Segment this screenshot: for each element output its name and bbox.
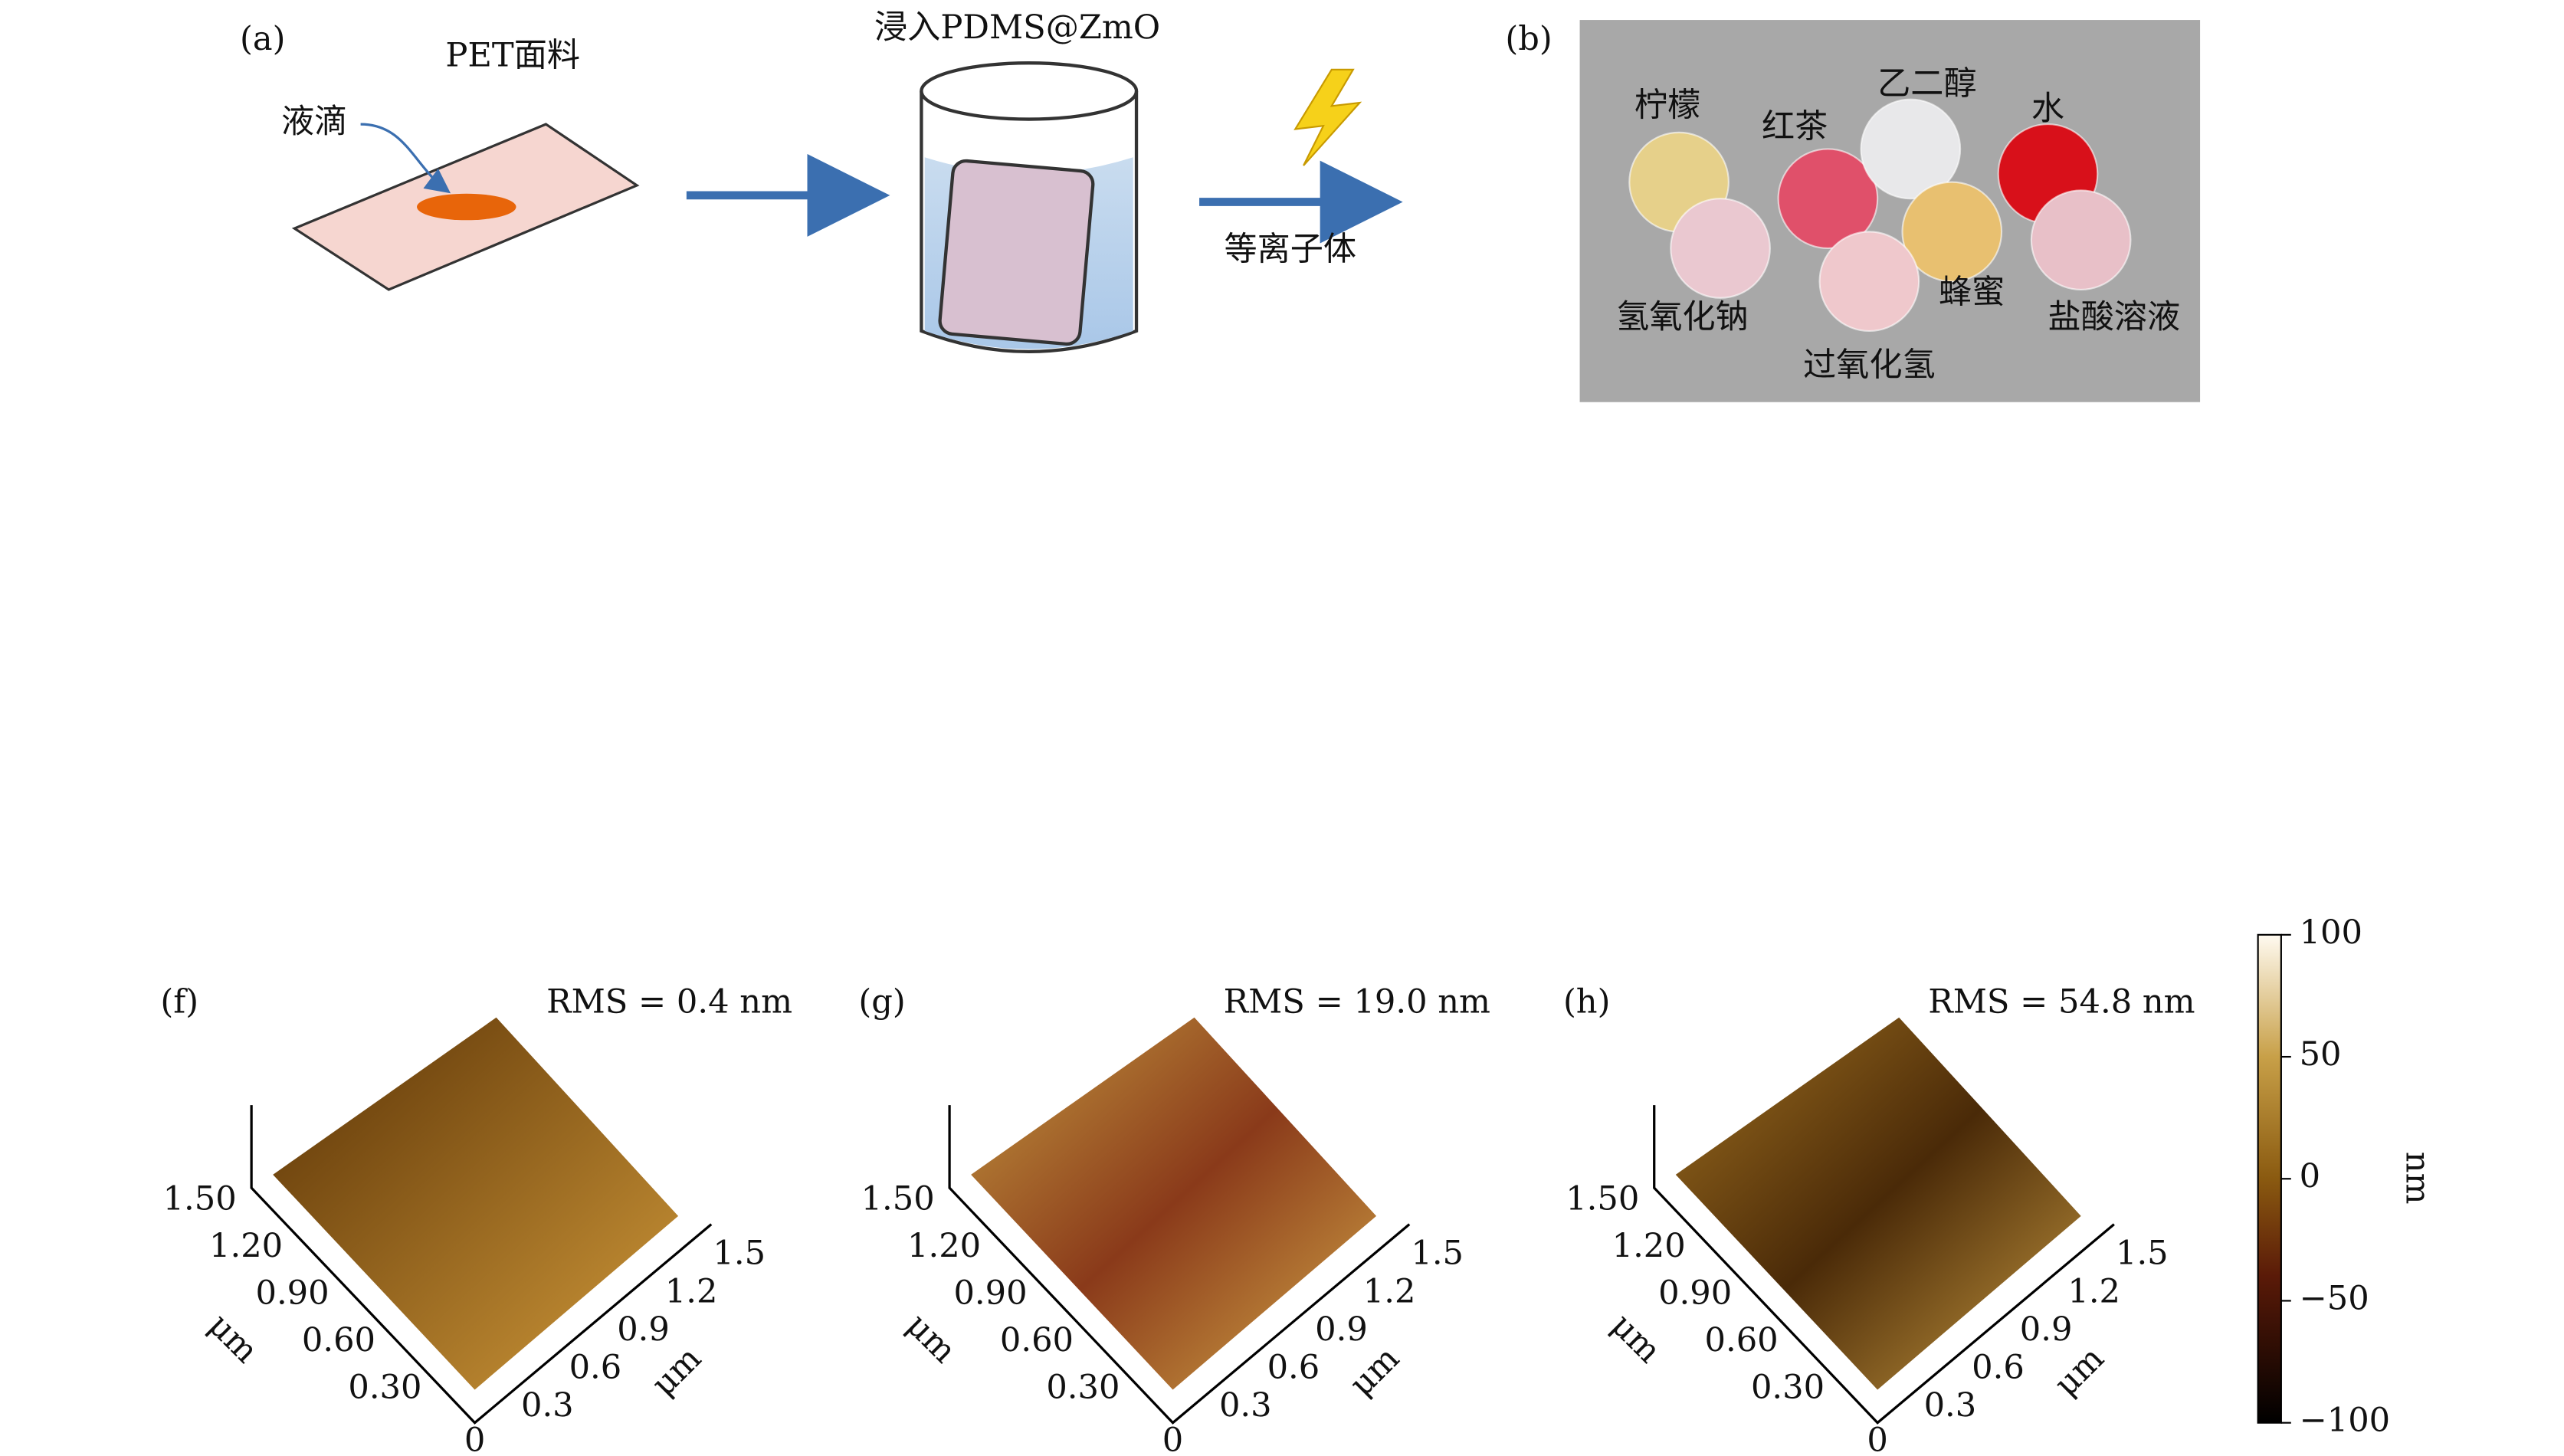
colorbar-tick-label: 0 — [2300, 1157, 2320, 1195]
x-tick-label: 1.2 — [665, 1272, 718, 1310]
y-unit: μm — [899, 1307, 963, 1371]
immersion-label: 浸入PDMS@ZmO — [874, 8, 1160, 47]
x-tick-label: 1.5 — [713, 1235, 766, 1273]
x-tick-label: 1.2 — [1363, 1272, 1416, 1310]
x-tick-label: 0.3 — [521, 1386, 574, 1425]
panel-label: (g) — [858, 983, 905, 1021]
y-tick-label: 0.90 — [255, 1274, 329, 1312]
x-tick-label: 0.9 — [2020, 1310, 2073, 1349]
panel-label: (a) — [240, 20, 285, 58]
fabric-label: PET面料 — [445, 37, 580, 75]
y-tick-label: 0.90 — [953, 1274, 1027, 1312]
panel-label: (h) — [1563, 983, 1610, 1021]
surface — [1675, 1017, 2081, 1390]
liquid-label: 柠檬 — [1634, 86, 1700, 124]
colorbar-tick-label: −50 — [2300, 1279, 2369, 1317]
liquid-label: 氢氧化钠 — [1616, 298, 1749, 336]
y-tick-label: 1.50 — [861, 1179, 935, 1218]
y-tick-label: 1.20 — [907, 1227, 981, 1265]
lightning — [1293, 68, 1362, 166]
droplet — [1818, 231, 1920, 332]
plasma-label: 等离子体 — [1224, 230, 1356, 268]
y-tick-label: 1.50 — [163, 1179, 237, 1218]
x-tick-label: 0.6 — [569, 1349, 622, 1387]
axis — [250, 1105, 713, 1425]
y-tick-label: 0.60 — [302, 1321, 375, 1359]
rms-label: RMS = 54.8 nm — [1928, 983, 2195, 1021]
y-tick-label: 0.30 — [348, 1368, 421, 1406]
fabric-sample — [938, 159, 1095, 346]
x-tick-label: 0.6 — [1267, 1349, 1320, 1387]
y-tick-label: 1.20 — [1612, 1227, 1686, 1265]
surface — [971, 1017, 1377, 1390]
x-tick-label: 1.2 — [2067, 1272, 2120, 1310]
droplet — [1901, 181, 2003, 283]
liquid-label: 水 — [2031, 90, 2064, 128]
liquid-label: 蜂蜜 — [1939, 273, 2005, 311]
origin-label: 0 — [1867, 1422, 1887, 1456]
liquid-label: 乙二醇 — [1877, 64, 1976, 103]
y-tick-label: 0.30 — [1046, 1368, 1120, 1406]
y-tick-label: 1.50 — [1566, 1179, 1639, 1218]
y-unit: μm — [1604, 1307, 1668, 1371]
x-tick-label: 0.3 — [1924, 1386, 1977, 1425]
droplet — [1860, 98, 1962, 200]
colorbar-tick-label: 50 — [2300, 1035, 2342, 1074]
x-unit: μm — [644, 1340, 709, 1404]
panel-label: (f) — [160, 983, 198, 1021]
rms-label: RMS = 0.4 nm — [546, 983, 792, 1021]
colorbar-unit: nm — [2398, 1152, 2437, 1205]
beaker-rim — [920, 61, 1139, 121]
x-tick-label: 0.9 — [1315, 1310, 1368, 1349]
origin-label: 0 — [464, 1422, 485, 1456]
droplet — [2030, 189, 2132, 291]
y-unit: μm — [201, 1307, 265, 1371]
x-tick-label: 1.5 — [1411, 1235, 1464, 1273]
x-unit: μm — [1343, 1340, 1407, 1404]
liquid-label: 盐酸溶液 — [2048, 298, 2181, 336]
axis — [948, 1105, 1411, 1425]
droplet — [1777, 148, 1879, 250]
y-tick-label: 0.60 — [1705, 1321, 1779, 1359]
origin-label: 0 — [1162, 1422, 1183, 1456]
x-tick-label: 1.5 — [2116, 1235, 2169, 1273]
liquid-label: 过氧化氢 — [1803, 346, 1936, 384]
liquid-label: 红茶 — [1762, 108, 1828, 146]
y-tick-label: 1.20 — [209, 1227, 283, 1265]
colorbar — [2257, 933, 2282, 1424]
pointer — [360, 123, 451, 194]
droplet — [1670, 198, 1771, 299]
x-tick-label: 0.6 — [1972, 1349, 2025, 1387]
x-tick-label: 0.9 — [617, 1310, 670, 1349]
axis — [1653, 1105, 2115, 1425]
rms-label: RMS = 19.0 nm — [1224, 983, 1490, 1021]
y-tick-label: 0.30 — [1751, 1368, 1825, 1406]
droplet — [416, 193, 516, 221]
y-tick-label: 0.60 — [1000, 1321, 1074, 1359]
y-tick-label: 0.90 — [1658, 1274, 1732, 1312]
colorbar-tick-label: −100 — [2300, 1402, 2391, 1440]
surface — [273, 1017, 679, 1390]
droplet-label: 液滴 — [281, 103, 347, 141]
x-unit: μm — [2047, 1340, 2111, 1404]
panel-label: (b) — [1505, 20, 1552, 58]
colorbar-tick-label: 100 — [2300, 913, 2362, 952]
x-tick-label: 0.3 — [1219, 1386, 1272, 1425]
